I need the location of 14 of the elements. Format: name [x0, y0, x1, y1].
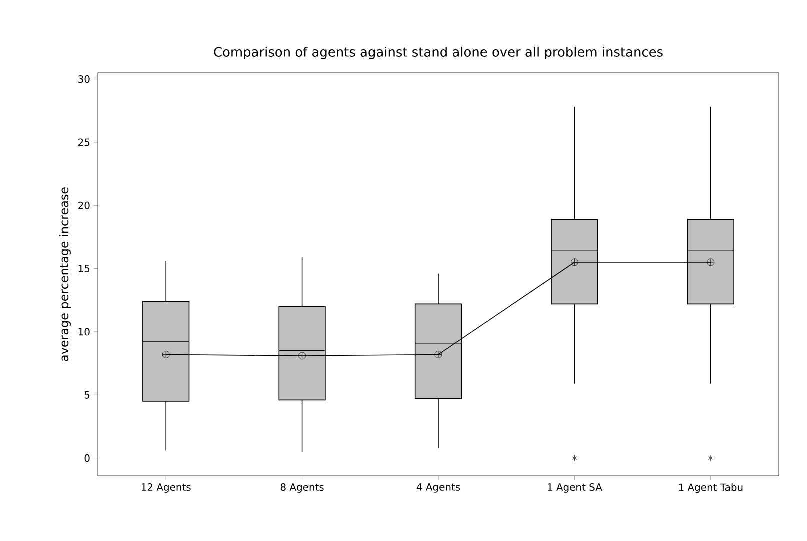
y-tick-label: 0	[84, 454, 90, 462]
y-tick-label: 30	[78, 76, 90, 84]
x-tick-label: 8 Agents	[280, 484, 324, 493]
x-tick-label: 4 Agents	[416, 484, 460, 493]
x-tick-label: 12 Agents	[142, 484, 191, 493]
y-tick-label: 10	[78, 328, 90, 336]
y-axis-title: average percentage increase	[59, 188, 71, 362]
x-tick-label: 1 Agent Tabu	[679, 484, 743, 494]
y-tick-label: 20	[78, 202, 90, 210]
y-tick-label: 5	[84, 391, 90, 399]
y-tick-label: 15	[78, 265, 90, 273]
x-tick-label: 1 Agent SA	[548, 484, 602, 493]
y-tick-label: 25	[78, 138, 90, 146]
chart-title: Comparison of agents against stand alone over all problem instances	[214, 46, 663, 60]
